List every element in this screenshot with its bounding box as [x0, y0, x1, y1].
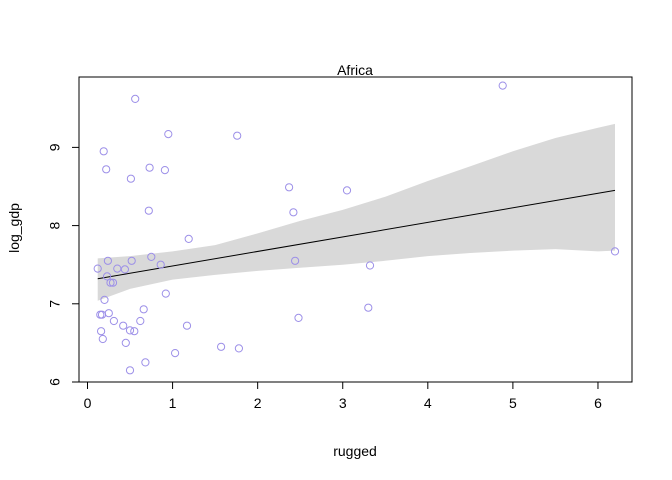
x-tick-label: 0 — [84, 395, 92, 411]
data-point — [120, 265, 130, 274]
y-tick-label: 7 — [47, 300, 63, 308]
data-point — [294, 313, 303, 322]
data-point — [121, 338, 130, 347]
y-axis: 6 7 8 9 — [47, 143, 80, 386]
data-point — [182, 321, 192, 330]
data-point — [93, 264, 102, 273]
data-point — [97, 310, 107, 319]
data-point — [139, 305, 148, 314]
data-point — [109, 316, 119, 326]
data-point — [119, 321, 128, 330]
y-tick-label: 6 — [47, 378, 63, 386]
data-point — [99, 147, 108, 156]
data-point — [131, 94, 140, 104]
data-point — [233, 131, 242, 140]
data-point — [96, 310, 105, 319]
x-tick-label: 5 — [509, 395, 517, 411]
data-point — [125, 326, 135, 335]
x-axis-title: rugged — [333, 443, 377, 459]
y-axis-title: log_gdp — [6, 203, 22, 253]
x-axis: 0 1 2 3 4 5 6 — [84, 381, 602, 411]
data-point — [125, 366, 135, 375]
data-point — [289, 208, 298, 217]
plot-title: Africa — [337, 62, 373, 78]
regression-line-layer — [97, 189, 616, 280]
data-point — [102, 165, 111, 174]
data-point — [104, 309, 113, 318]
data-point — [161, 289, 170, 298]
data-point — [156, 260, 165, 269]
data-point — [217, 342, 226, 351]
data-points-layer — [93, 81, 620, 375]
x-tick-label: 2 — [254, 395, 262, 411]
data-point — [342, 186, 352, 195]
x-tick-label: 3 — [339, 395, 347, 411]
data-point — [106, 278, 115, 287]
data-point — [136, 316, 145, 326]
data-point — [100, 295, 109, 304]
data-point — [141, 358, 150, 367]
y-tick-label: 8 — [47, 221, 63, 229]
data-point — [97, 327, 106, 336]
data-point — [160, 166, 169, 175]
x-tick-label: 6 — [594, 395, 602, 411]
y-tick-label: 9 — [47, 143, 63, 151]
data-point — [147, 252, 156, 261]
regression-line — [97, 189, 616, 280]
data-point — [184, 234, 193, 243]
data-point — [126, 174, 135, 183]
credible-interval-layer — [97, 123, 615, 301]
credible-interval-band — [97, 123, 615, 301]
data-point — [103, 256, 113, 265]
data-point — [144, 206, 153, 215]
data-point — [498, 81, 507, 90]
data-point — [365, 261, 375, 270]
x-tick-label: 1 — [169, 395, 177, 411]
data-point — [98, 334, 107, 344]
data-point — [291, 256, 300, 265]
data-point — [127, 256, 136, 265]
data-point — [171, 349, 180, 358]
data-point — [103, 272, 112, 281]
data-point — [234, 344, 243, 353]
data-point — [164, 130, 173, 139]
data-point — [364, 303, 373, 312]
data-point — [130, 327, 139, 336]
x-tick-label: 4 — [424, 395, 432, 411]
data-point — [108, 278, 118, 287]
data-point — [285, 183, 294, 192]
data-point — [145, 163, 154, 172]
data-point — [610, 247, 620, 256]
